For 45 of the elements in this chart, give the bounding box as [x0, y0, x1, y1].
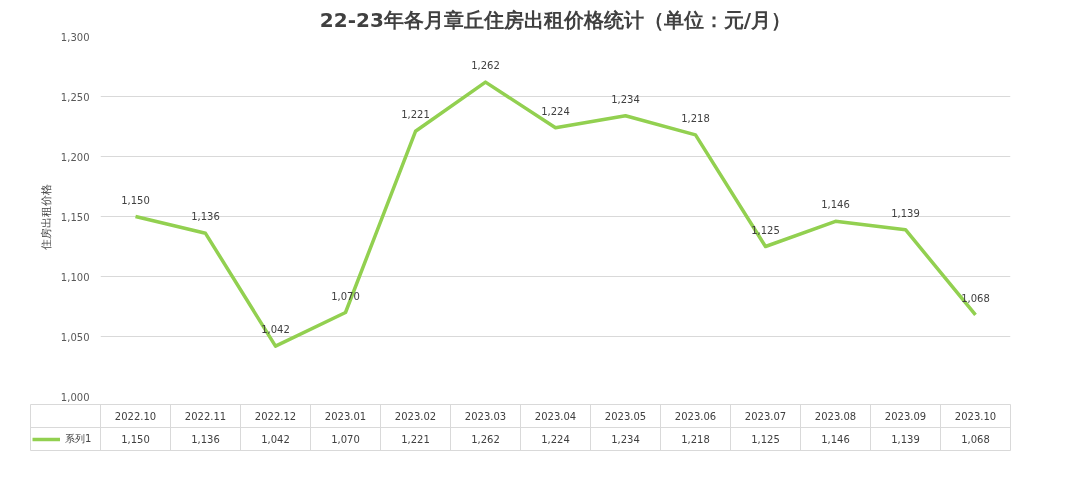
y-tick-label: 1,200	[60, 151, 90, 163]
data-label: 1,125	[751, 434, 780, 445]
data-label: 1,070	[331, 434, 360, 445]
data-label: 1,221	[401, 434, 430, 445]
x-tick-label: 2023.07	[744, 411, 787, 422]
x-tick-label: 2023.01	[324, 411, 367, 422]
data-label: 1,234	[611, 434, 640, 445]
text: 1,234	[611, 93, 640, 105]
x-tick-label: 2023.04	[534, 411, 577, 422]
x-tick-label: 2023.02	[394, 411, 437, 422]
y-tick-label: 1,300	[60, 31, 90, 43]
text: 1,221	[401, 109, 430, 121]
text: 1,218	[681, 112, 710, 124]
x-tick-label: 2023.09	[884, 411, 927, 422]
data-label: 1,146	[821, 434, 850, 445]
data-label: 1,218	[681, 434, 710, 445]
text: 1,146	[821, 199, 850, 211]
y-axis-title: 住房出租价格	[39, 183, 53, 250]
y-tick-label: 1,100	[60, 271, 90, 283]
x-tick-label: 2023.10	[954, 411, 997, 422]
text: 1,139	[891, 207, 920, 219]
data-label: 1,224	[541, 434, 570, 445]
data-label: 1,136	[191, 434, 220, 445]
y-tick-label: 1,250	[60, 91, 90, 103]
data-label: 1,262	[471, 434, 500, 445]
x-tick-label: 2022.12	[254, 411, 297, 422]
data-label: 1,068	[961, 434, 990, 445]
x-tick-label: 2023.05	[604, 411, 647, 422]
legend-label: 系列1	[65, 432, 92, 446]
text: 1,150	[121, 194, 150, 206]
x-tick-label: 2022.11	[184, 411, 227, 422]
x-tick-label: 2022.10	[114, 411, 157, 422]
data-label: 1,150	[121, 434, 150, 445]
chart-title: 22-23年各月章丘住房出租价格统计（单位：元/月）	[319, 7, 792, 32]
x-tick-label: 2023.06	[674, 411, 717, 422]
data-label: 1,042	[261, 434, 290, 445]
x-tick-label: 2023.08	[814, 411, 857, 422]
text: 1,262	[471, 60, 500, 72]
x-tick-label: 2023.03	[464, 411, 507, 422]
text: 1,136	[191, 211, 220, 223]
text: 1,224	[541, 105, 570, 117]
y-tick-label: 1,000	[60, 391, 90, 403]
y-tick-label: 1,150	[60, 211, 90, 223]
y-tick-label: 1,050	[60, 331, 90, 343]
data-label: 1,139	[891, 434, 920, 445]
